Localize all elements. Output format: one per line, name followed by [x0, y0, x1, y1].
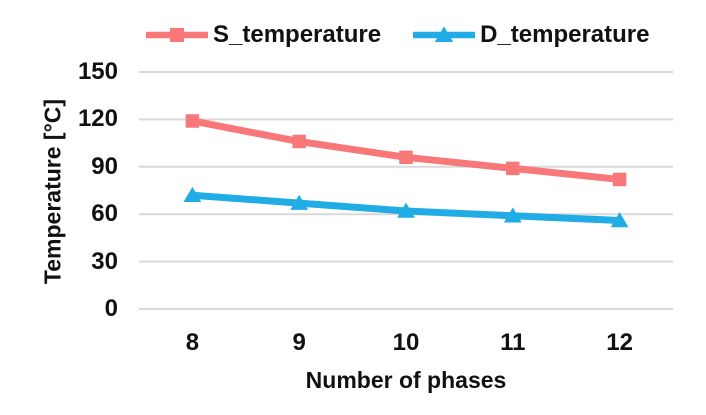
triangle-marker-icon	[434, 26, 454, 42]
legend-label-d-temperature: D_temperature	[480, 21, 650, 48]
x-tick-label: 12	[606, 329, 633, 356]
square-marker-icon	[399, 150, 413, 165]
legend-label-s-temperature: S_temperature	[213, 21, 382, 48]
x-tick-label: 9	[292, 329, 306, 356]
series-line-s_temperature	[188, 117, 624, 183]
square-marker-icon	[170, 28, 184, 42]
d-temperature-swatch-icon	[413, 26, 476, 42]
x-tick-label: 8	[185, 329, 200, 356]
square-marker-icon	[506, 161, 520, 176]
x-tick-label: 10	[392, 329, 420, 356]
y-tick-label: 90	[91, 152, 118, 180]
chart-legend: S_temperature D_temperature	[146, 18, 649, 52]
legend-item-s-temperature: S_temperature	[146, 21, 381, 49]
triangle-marker-icon	[290, 194, 309, 210]
triangle-marker-icon	[183, 186, 202, 202]
triangle-marker-icon	[610, 212, 629, 228]
triangle-marker-icon	[503, 207, 522, 223]
y-tick-label: 30	[91, 247, 118, 275]
square-marker-icon	[292, 134, 306, 149]
legend-item-d-temperature: D_temperature	[413, 21, 649, 49]
s-temperature-swatch-icon	[146, 28, 208, 42]
triangle-marker-icon	[397, 202, 415, 218]
y-axis-title: Temperature [°C]	[39, 98, 66, 285]
y-tick-label: 150	[77, 58, 118, 85]
x-axis-title: Number of phases	[305, 367, 507, 393]
y-tick-label: 60	[91, 200, 118, 228]
x-tick-label: 11	[500, 329, 526, 356]
square-marker-icon	[185, 114, 200, 128]
square-marker-icon	[612, 172, 627, 187]
y-tick-label: 0	[104, 295, 118, 322]
y-tick-label: 120	[77, 105, 118, 133]
